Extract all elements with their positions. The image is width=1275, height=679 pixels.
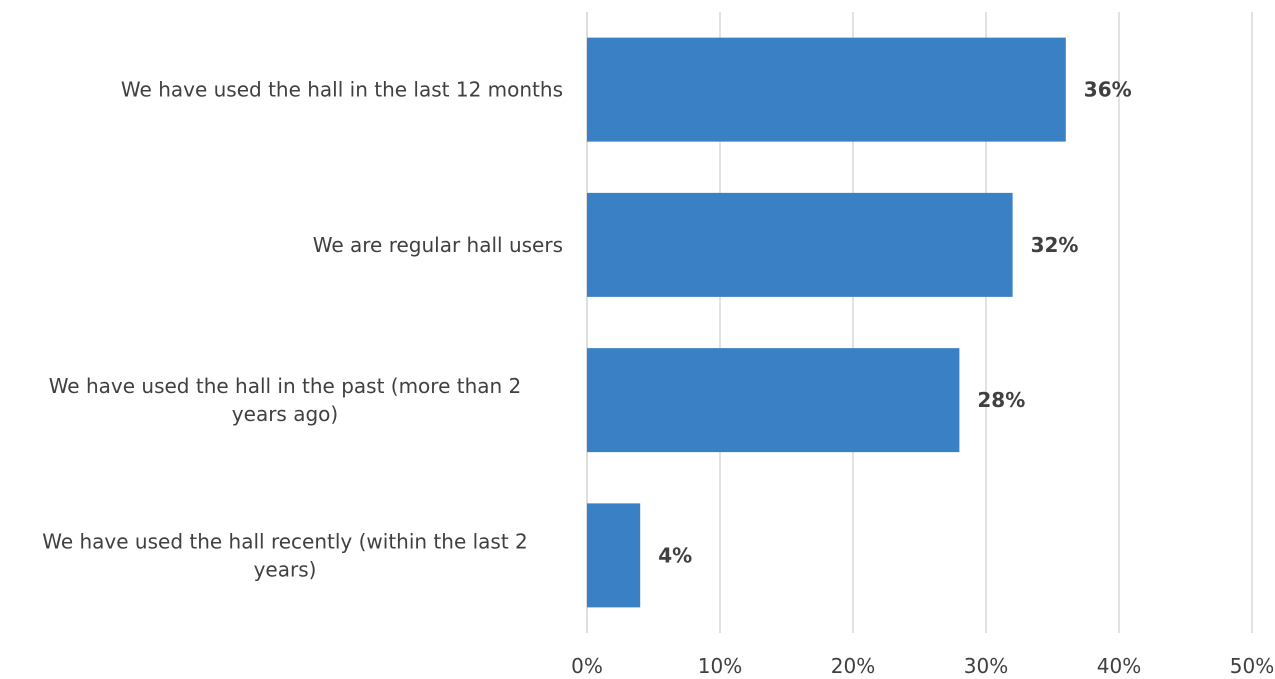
category-label-2: We are regular hall users — [313, 233, 563, 257]
bar-2 — [587, 192, 1013, 297]
category-label-line: years ago) — [232, 402, 338, 426]
data-labels: 36% 32% 28% 4% — [658, 78, 1131, 568]
category-label-line: We have used the hall recently (within t… — [42, 529, 528, 553]
bars — [587, 37, 1066, 608]
category-label-line: We are regular hall users — [313, 233, 563, 257]
data-label-1: 36% — [1084, 78, 1132, 102]
category-label-1: We have used the hall in the last 12 mon… — [121, 78, 563, 102]
category-labels: We have used the hall in the last 12 mon… — [42, 78, 563, 582]
tick-label-30: 30% — [964, 654, 1008, 678]
bar-4 — [587, 503, 641, 608]
category-label-line: years) — [254, 557, 317, 581]
x-axis-tick-labels: 0% 10% 20% 30% 40% 50% — [571, 654, 1274, 678]
bar-3 — [587, 348, 960, 453]
tick-label-20: 20% — [831, 654, 875, 678]
data-label-3: 28% — [977, 388, 1025, 412]
tick-label-10: 10% — [698, 654, 742, 678]
tick-label-0: 0% — [571, 654, 603, 678]
category-label-3: We have used the hall in the past (more … — [49, 374, 522, 426]
data-label-2: 32% — [1031, 233, 1079, 257]
bar-1 — [587, 37, 1066, 142]
category-label-line: We have used the hall in the past (more … — [49, 374, 522, 398]
data-label-4: 4% — [658, 543, 692, 567]
tick-label-50: 50% — [1230, 654, 1274, 678]
tick-label-40: 40% — [1097, 654, 1141, 678]
category-label-4: We have used the hall recently (within t… — [42, 529, 528, 581]
category-label-line: We have used the hall in the last 12 mon… — [121, 78, 563, 102]
